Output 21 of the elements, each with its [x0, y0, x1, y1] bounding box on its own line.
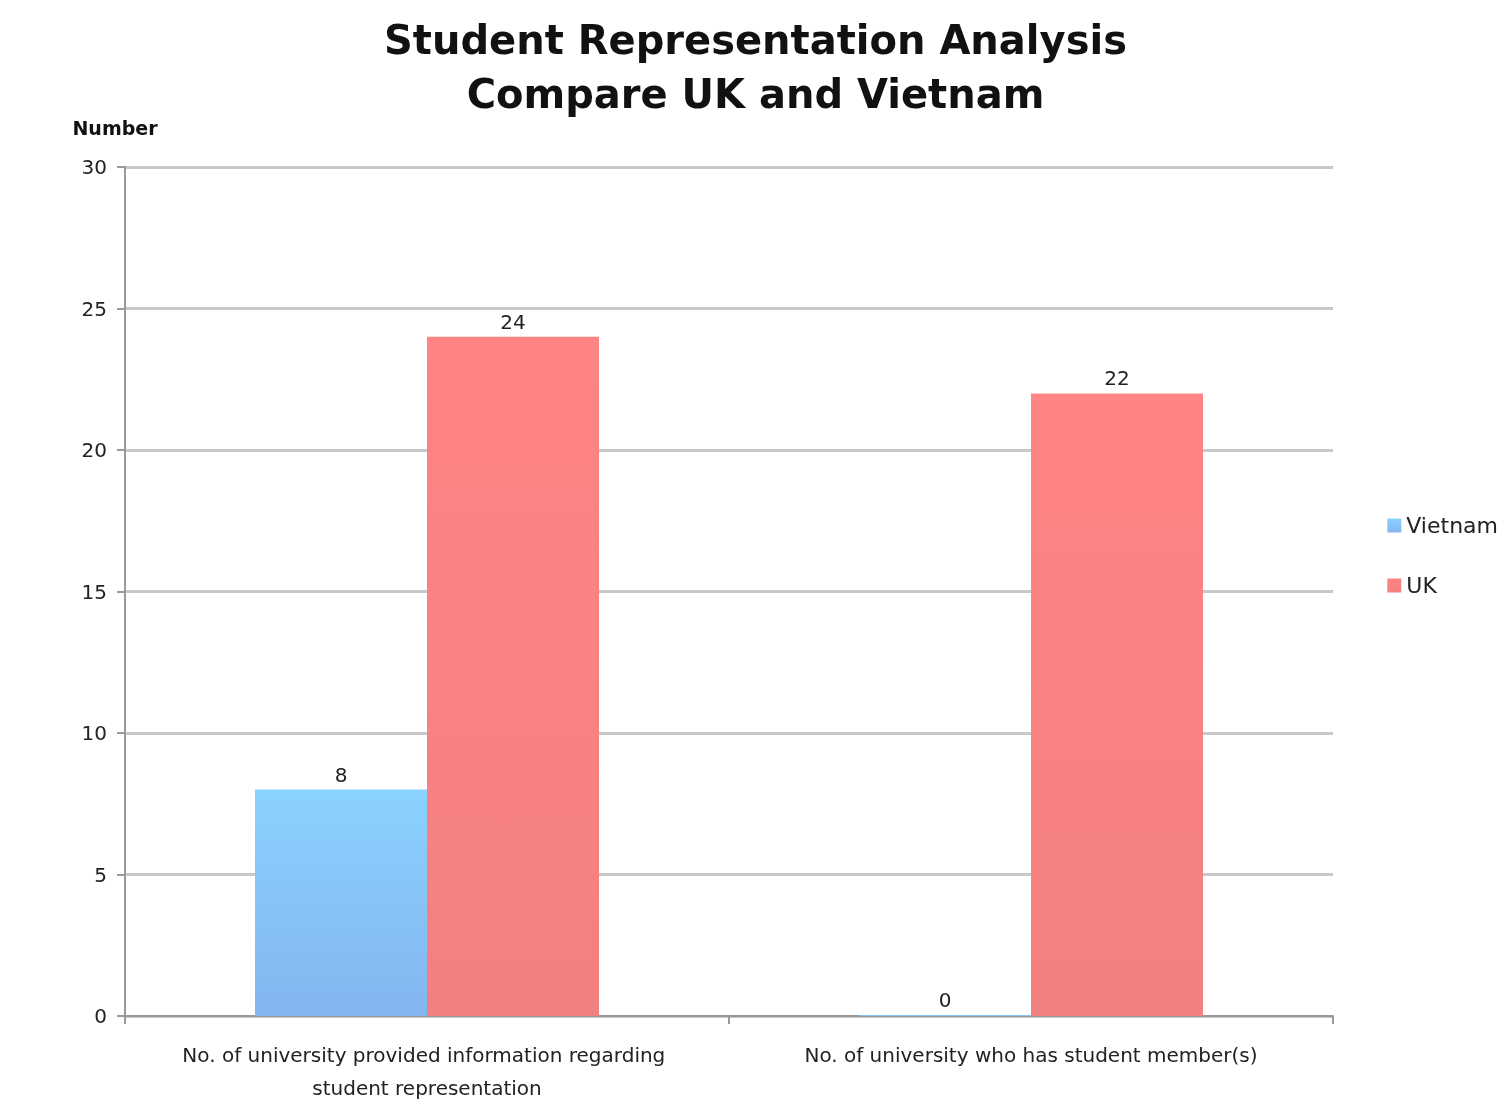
x-tick-label: No. of university provided information regarding student representation	[182, 1042, 672, 1100]
y-tick-label: 5	[94, 862, 107, 887]
chart-title: Student Representation Analysis	[384, 17, 1127, 63]
y-tick-label: 10	[81, 721, 107, 745]
bar	[1031, 393, 1203, 1016]
y-tick-label: 15	[81, 579, 107, 604]
bar	[427, 336, 599, 1016]
bar	[255, 789, 427, 1016]
y-tick-label: 0	[94, 1004, 107, 1028]
y-tick-label: 30	[81, 155, 107, 179]
legend-label: UK	[1406, 573, 1438, 598]
data-label: 24	[500, 309, 526, 334]
data-label: 0	[938, 988, 952, 1012]
data-label: 8	[334, 762, 348, 787]
legend-label: Vietnam	[1406, 513, 1499, 538]
y-tick-label: 20	[81, 438, 107, 462]
y-axis-title: Number	[72, 116, 159, 139]
y-tick-label: 25	[81, 296, 107, 321]
chart-subtitle: Compare UK and Vietnam	[466, 71, 1045, 117]
data-label: 22	[1104, 366, 1130, 391]
x-tick-label: No. of university who has student member(s)	[804, 1042, 1258, 1067]
